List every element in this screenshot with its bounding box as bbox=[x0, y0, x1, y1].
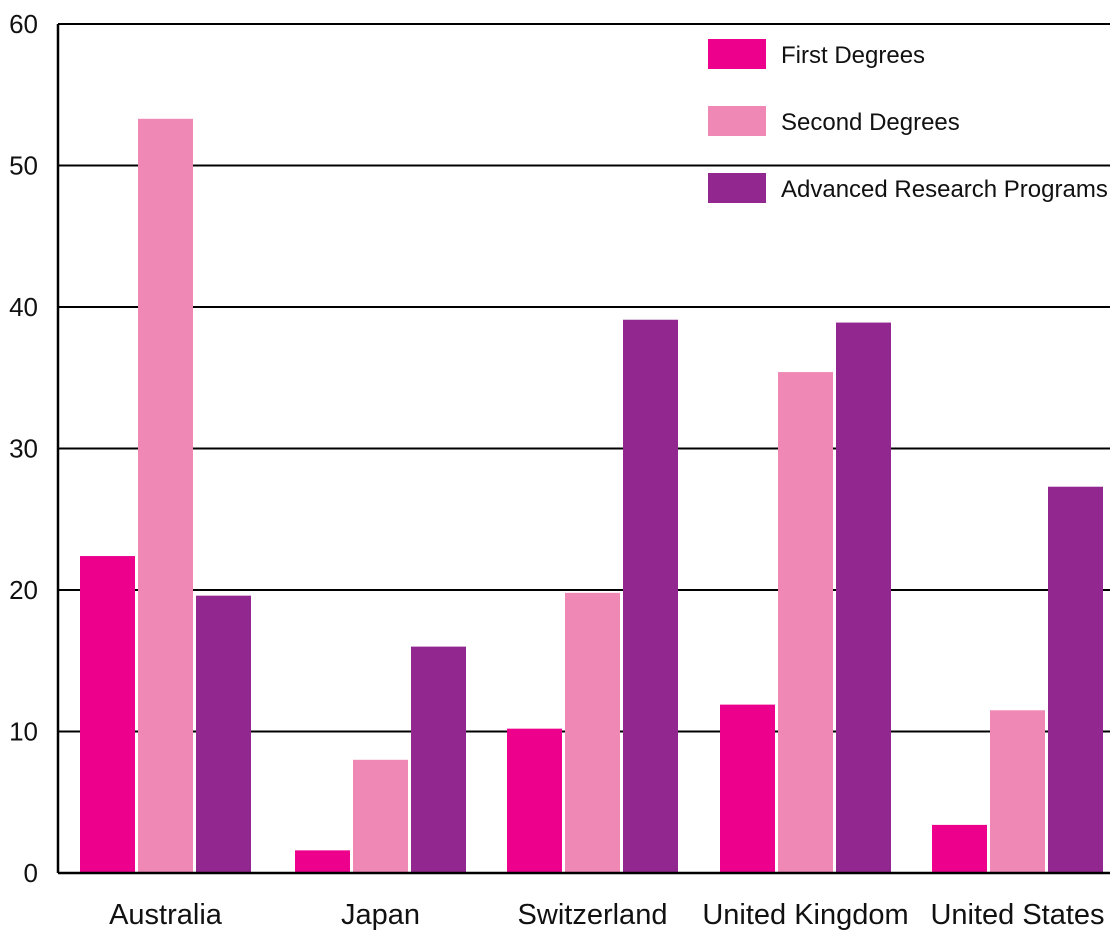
legend: First Degrees Second Degrees Advanced Rese… bbox=[708, 39, 1108, 203]
category-label: Switzerland bbox=[518, 899, 668, 931]
y-tick-label: 50 bbox=[9, 151, 38, 181]
y-tick-label: 10 bbox=[9, 717, 38, 747]
bar-switzerland-advanced-research-programs bbox=[623, 319, 678, 873]
y-tick-labels: 0 10 20 30 40 50 60 bbox=[9, 9, 38, 888]
bar-australia-first-degrees bbox=[80, 556, 135, 873]
bar-united-kingdom-second-degrees bbox=[778, 372, 833, 873]
legend-label: First Degrees bbox=[781, 42, 925, 69]
bar-japan-advanced-research-programs bbox=[411, 646, 466, 873]
category-label: United States bbox=[930, 899, 1104, 931]
category-label: United Kingdom bbox=[702, 899, 908, 931]
y-tick-label: 40 bbox=[9, 292, 38, 322]
legend-swatch bbox=[708, 39, 766, 69]
category-label: Japan bbox=[341, 899, 420, 931]
gridlines bbox=[58, 23, 1110, 733]
y-tick-label: 20 bbox=[9, 575, 38, 605]
bar-switzerland-first-degrees bbox=[507, 728, 562, 873]
bars bbox=[80, 118, 1103, 874]
legend-label: Second Degrees bbox=[781, 109, 960, 136]
legend-swatch bbox=[708, 106, 766, 136]
bar-united-states-advanced-research-programs bbox=[1048, 486, 1103, 873]
y-tick-label: 60 bbox=[9, 9, 38, 39]
bar-united-kingdom-advanced-research-programs bbox=[836, 322, 891, 873]
bar-united-states-first-degrees bbox=[932, 824, 987, 873]
bar-switzerland-second-degrees bbox=[565, 592, 620, 873]
bar-japan-first-degrees bbox=[295, 850, 350, 873]
bar-united-states-second-degrees bbox=[990, 710, 1045, 873]
category-label: Australia bbox=[109, 899, 223, 931]
legend-label: Advanced Research Programs bbox=[781, 176, 1108, 203]
bar-united-kingdom-first-degrees bbox=[720, 704, 775, 873]
y-tick-label: 30 bbox=[9, 434, 38, 464]
bar-japan-second-degrees bbox=[353, 759, 408, 873]
bar-australia-advanced-research-programs bbox=[196, 595, 251, 873]
legend-swatch bbox=[708, 173, 766, 203]
category-labels: Australia Japan Switzerland United Kingdom U… bbox=[109, 899, 1104, 931]
y-tick-label: 0 bbox=[24, 858, 38, 888]
bar-australia-second-degrees bbox=[138, 118, 193, 874]
